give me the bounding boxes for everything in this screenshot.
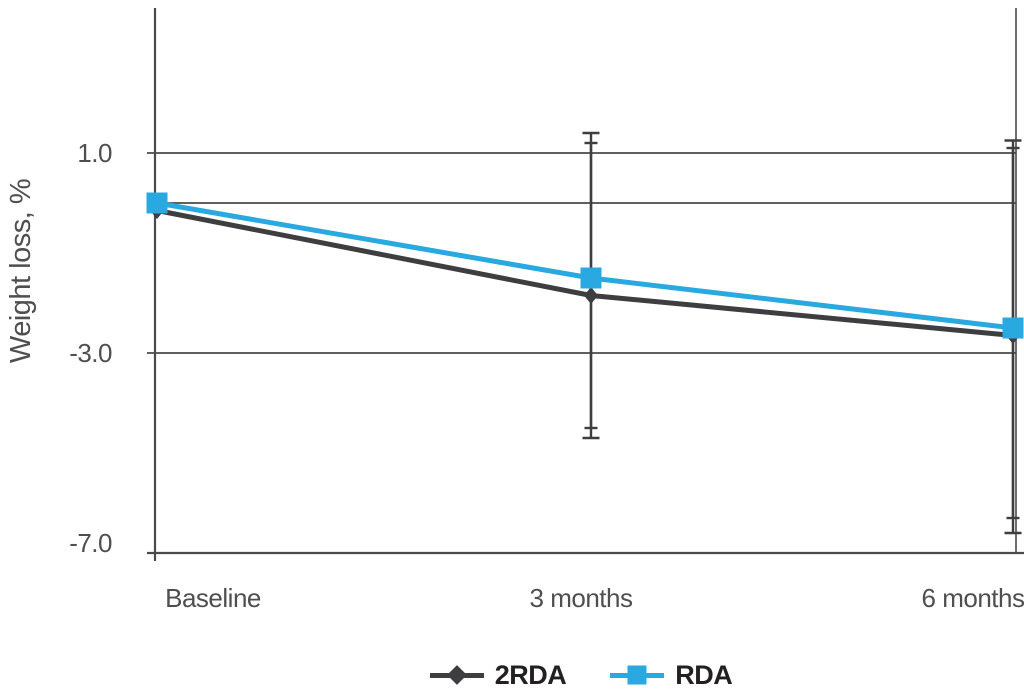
legend-item-rda: RDA xyxy=(610,656,733,690)
marker-square-rda xyxy=(580,267,602,289)
legend-label-rda: RDA xyxy=(675,659,733,690)
y-tick-label: -3.0 xyxy=(69,338,112,368)
y-tick-label: 1.0 xyxy=(77,138,112,168)
square-marker-icon xyxy=(627,665,647,685)
marker-square-rda xyxy=(1002,317,1024,339)
marker-diamond-2rda xyxy=(584,287,598,304)
line-sample-rda xyxy=(610,665,665,685)
line-sample-2rda xyxy=(429,665,484,685)
legend-item-2rda: 2RDA xyxy=(429,656,567,690)
y-tick-label: -7.0 xyxy=(69,528,112,558)
legend: 2RDA RDA xyxy=(138,656,1024,690)
x-tick-label-3-months: 3 months xyxy=(529,583,633,613)
legend-label-2rda: 2RDA xyxy=(494,659,567,690)
diamond-marker-icon xyxy=(446,665,467,685)
marker-square-rda xyxy=(146,192,168,214)
series-line-rda xyxy=(156,200,1014,331)
x-tick-label-baseline: Baseline xyxy=(165,583,261,613)
x-tick-label-6-months: 6 months xyxy=(921,583,1024,613)
